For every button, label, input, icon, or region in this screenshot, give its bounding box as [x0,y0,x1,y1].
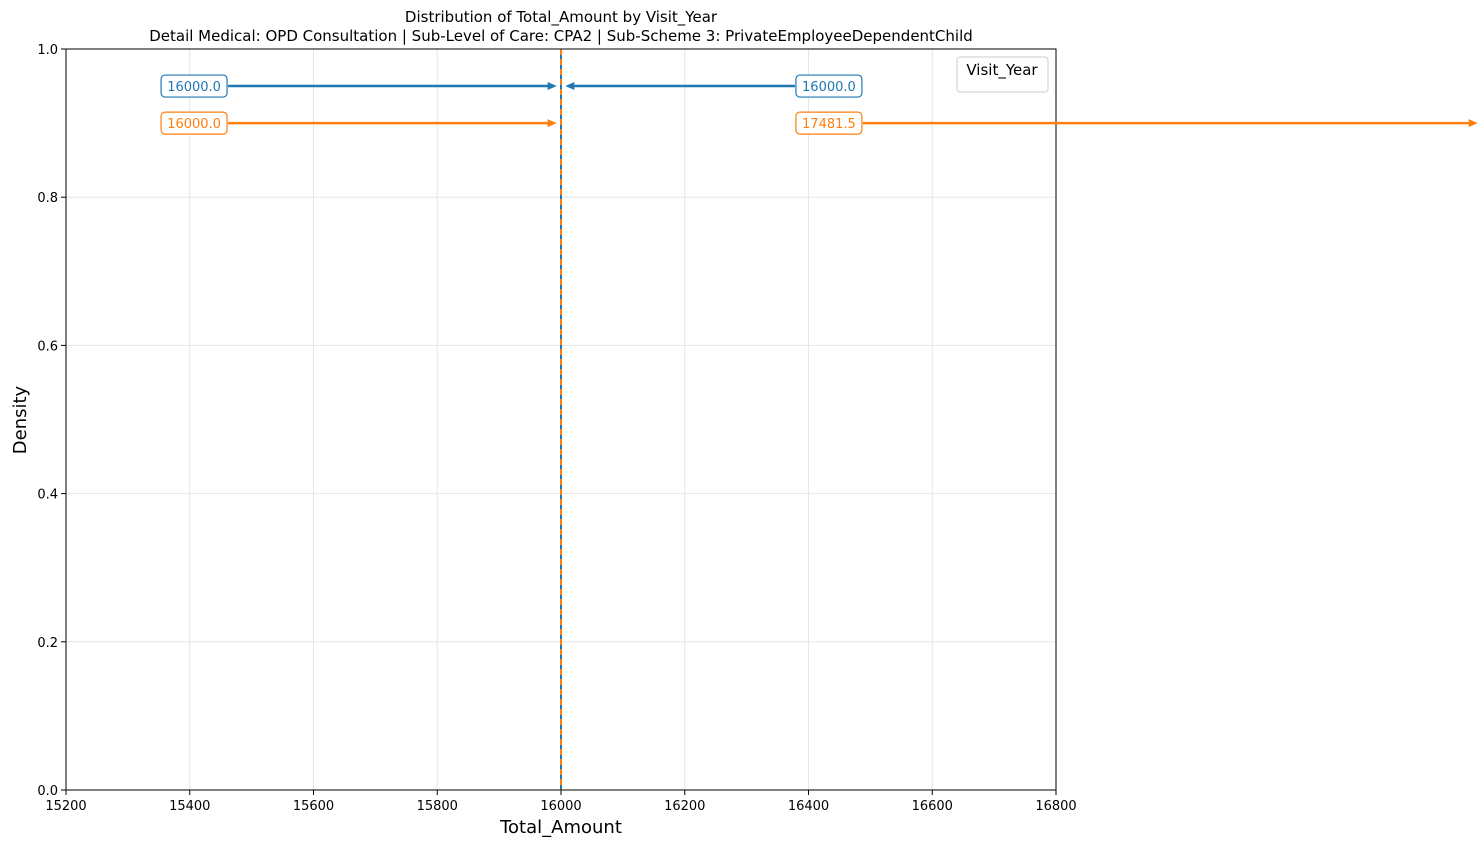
y-tick-label: 0.2 [37,636,58,651]
x-tick-label: 16600 [912,799,953,814]
annotation-box-3 [160,111,228,135]
annotation-label-1: 16000.0 [167,80,221,95]
x-tick-label: 16200 [664,799,705,814]
x-tick-label: 15400 [169,799,210,814]
y-tick-label: 0.8 [37,191,58,206]
y-axis-label: Density [10,385,31,454]
axis-ticks: 15200 15400 15600 15800 16000 16200 16400 16600… [37,43,1076,814]
legend: Visit_Year [956,56,1049,93]
legend-title: Visit_Year [966,61,1038,80]
annotation-arrowhead-2 [565,82,575,91]
chart-subtitle: Detail Medical: OPD Consultation | Sub-L… [149,27,973,45]
x-axis-label: Total_Amount [499,817,622,838]
chart-title: Distribution of Total_Amount by Visit_Ye… [405,8,718,27]
x-tick-label: 16800 [1035,799,1076,814]
annotations: 16000.0 16000.0 16000.0 17481.5 [160,74,1478,135]
annotation-box-2 [795,74,863,98]
annotation-label-4: 17481.5 [802,117,856,132]
annotation-arrowhead-4 [1468,119,1478,128]
x-tick-label: 15800 [417,799,458,814]
x-tick-label: 15200 [45,799,86,814]
y-tick-label: 1.0 [37,43,58,58]
annotation-box-4 [795,111,863,135]
annotation-arrowhead-3 [547,119,557,128]
x-tick-label: 16000 [540,799,581,814]
x-tick-label: 16400 [788,799,829,814]
x-tick-label: 15600 [293,799,334,814]
annotation-label-3: 16000.0 [167,117,221,132]
annotation-box-1 [160,74,228,98]
annotation-arrowhead-1 [547,82,557,91]
y-tick-label: 0.4 [37,488,58,503]
y-tick-label: 0.6 [37,339,58,354]
annotation-label-2: 16000.0 [802,80,856,95]
y-tick-label: 0.0 [37,784,58,799]
legend-box [956,56,1049,93]
